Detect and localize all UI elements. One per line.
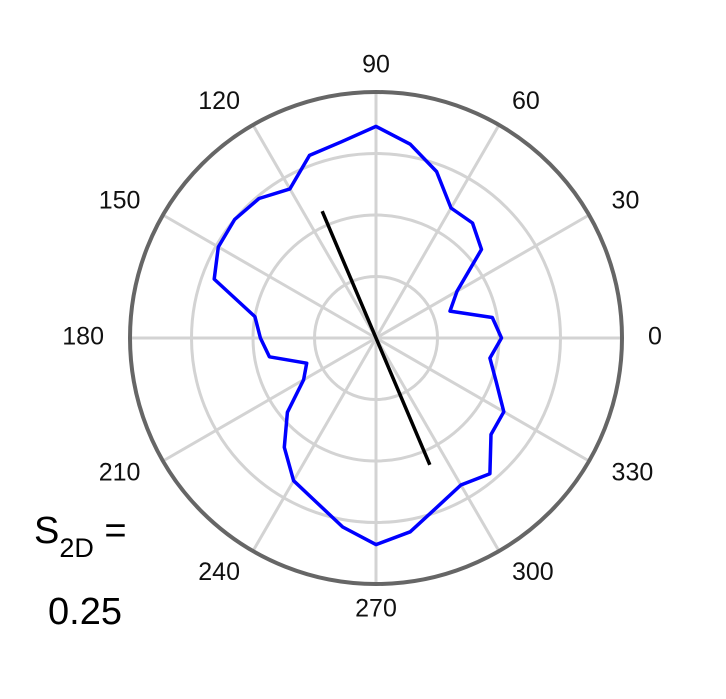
angular-tick-label: 330: [612, 459, 654, 487]
angular-grid-spoke: [374, 124, 501, 339]
angular-grid-spoke: [162, 336, 377, 463]
angular-tick-label: 300: [512, 558, 554, 586]
angular-tick-label: 30: [612, 187, 640, 215]
mean-orientation-line: [320, 210, 432, 466]
angular-tick-label: 270: [355, 595, 397, 623]
angular-tick-label: 90: [362, 51, 390, 79]
angular-grid-spoke: [374, 337, 501, 552]
outer-circle: [128, 90, 624, 586]
angular-grid-spoke: [375, 336, 590, 463]
angular-tick-labels: 0 30 60 90 120 150 180 210 240 270 300 330: [62, 51, 662, 623]
angular-tick-label: 150: [99, 187, 141, 215]
data-series-line: [212, 124, 506, 547]
order-parameter-label: S2D =: [34, 510, 127, 563]
angular-tick-label: 60: [512, 87, 540, 115]
angular-tick-label: 240: [198, 558, 240, 586]
angular-grid-spoke: [162, 213, 377, 340]
order-parameter-symbol: S: [34, 510, 59, 552]
angular-tick-label: 120: [198, 87, 240, 115]
order-parameter-value: 0.25: [48, 591, 122, 633]
angular-grid-spoke: [251, 124, 378, 339]
order-parameter-subscript: 2D: [59, 533, 94, 563]
angular-tick-label: 180: [62, 323, 104, 351]
polar-series: [212, 124, 506, 547]
angular-tick-label: 210: [99, 459, 141, 487]
angular-grid-spoke: [375, 213, 590, 340]
order-parameter-equals: =: [94, 510, 127, 552]
angular-grid-spoke: [251, 337, 378, 552]
angular-tick-label: 0: [648, 323, 662, 351]
